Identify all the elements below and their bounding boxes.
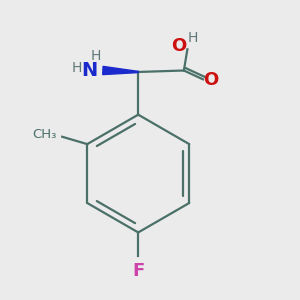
Text: H: H: [71, 61, 82, 75]
Text: N: N: [82, 61, 98, 80]
Text: CH₃: CH₃: [32, 128, 57, 141]
Text: O: O: [204, 71, 219, 89]
Text: H: H: [188, 31, 199, 44]
Text: O: O: [171, 37, 186, 55]
Polygon shape: [103, 66, 138, 75]
Text: H: H: [90, 50, 101, 63]
Text: F: F: [132, 262, 144, 280]
